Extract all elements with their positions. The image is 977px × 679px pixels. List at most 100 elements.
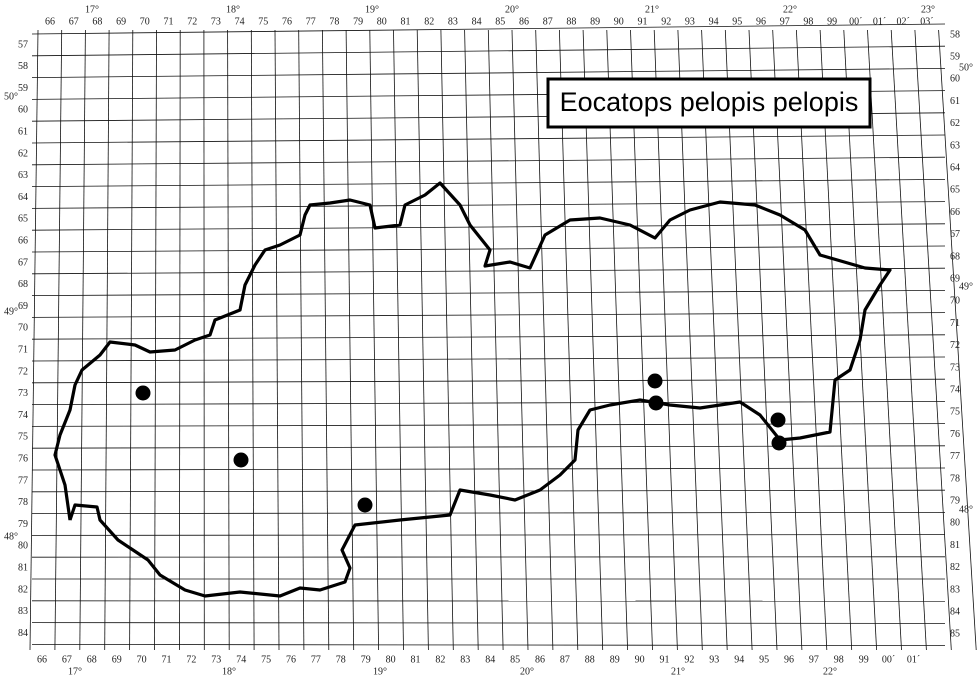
grid-line [653,29,678,651]
grid-line [178,29,181,651]
column-label: 79 [361,654,371,665]
row-label: 63 [18,170,28,181]
grid-line [677,29,703,651]
longitude-label: 21° [645,4,659,15]
column-label: 66 [45,16,55,27]
grid-line [227,29,230,651]
column-label: 66 [37,654,47,665]
column-label: 73 [211,654,221,665]
row-label: 69 [18,301,28,312]
column-label: 96 [756,16,766,27]
record-dot [648,395,664,411]
row-label: 84 [18,628,28,639]
grid-line [79,29,86,651]
grid-line [796,29,828,651]
column-label: 94 [734,654,744,665]
row-label: 64 [950,162,960,173]
grid-line [819,29,853,651]
longitude-label: 19° [373,666,387,677]
column-label: 83 [448,16,458,27]
longitude-label: 20° [520,666,534,677]
row-label: 68 [950,251,960,262]
column-label: 84 [485,654,495,665]
row-label: 73 [18,388,28,399]
grid-line [31,312,946,318]
row-label: 82 [950,562,960,573]
row-label: 61 [950,96,960,107]
row-label: 65 [950,185,960,196]
row-label: 84 [950,606,960,617]
column-label: 72 [187,16,197,27]
row-label: 80 [950,518,960,529]
grid-line [31,179,946,187]
grid-line [31,534,946,536]
row-label: 63 [950,140,960,151]
longitude-label: 17° [68,666,82,677]
column-label: 87 [543,16,553,27]
row-label: 71 [950,318,960,329]
column-label: 77 [306,16,316,27]
row-label: 62 [18,148,28,159]
grid-line [559,29,579,651]
latitude-label: 48° [4,531,18,542]
record-dots [135,373,787,513]
grid-line [630,29,653,651]
row-label: 81 [18,562,28,573]
grid-line [31,423,946,427]
column-label: 85 [495,16,505,27]
row-label: 83 [950,584,960,595]
column-label: 97 [780,16,790,27]
grid-line [938,29,977,651]
grid-line [724,29,753,651]
column-label: 76 [286,654,296,665]
grid-line [867,29,902,651]
row-label: 72 [18,366,28,377]
row-label: 75 [18,432,28,443]
grid-line [914,29,952,651]
column-label: 98 [834,654,844,665]
column-label: 84 [472,16,482,27]
grid-line [31,201,946,209]
record-dot [357,497,373,513]
row-label: 81 [950,540,960,551]
column-label: 93 [709,654,719,665]
column-label: 94 [709,16,719,27]
column-label: 76 [282,16,292,27]
column-label: 80 [377,16,387,27]
column-label: 74 [236,654,246,665]
title-box [546,77,872,129]
row-label: 66 [950,207,960,218]
column-label: 81 [401,16,411,27]
row-label: 80 [18,541,28,552]
latitude-label: 49° [959,281,973,292]
record-dot [771,435,787,451]
grid-line [772,29,803,651]
column-label: 92 [661,16,671,27]
row-label: 67 [18,257,28,268]
column-label: 70 [140,16,150,27]
row-label: 78 [950,473,960,484]
column-label: 99 [827,16,837,27]
row-label: 79 [950,495,960,506]
grid-line [31,400,946,406]
row-label: 77 [18,475,28,486]
column-label: 78 [336,654,346,665]
column-label: 81 [411,654,421,665]
column-label: 70 [137,654,147,665]
row-label: 59 [18,83,28,94]
column-label: 96 [784,654,794,665]
row-label: 83 [18,606,28,617]
row-label: 59 [950,51,960,62]
row-label: 67 [950,229,960,240]
column-label: 78 [329,16,339,27]
row-label: 65 [18,214,28,225]
row-label: 61 [18,126,28,137]
column-label: 82 [435,654,445,665]
grid-line [511,29,529,651]
grid-line [31,378,946,384]
row-label: 58 [18,61,28,72]
column-label: 02´ [897,16,910,27]
column-label: 86 [519,16,529,27]
column-label: 83 [460,654,470,665]
